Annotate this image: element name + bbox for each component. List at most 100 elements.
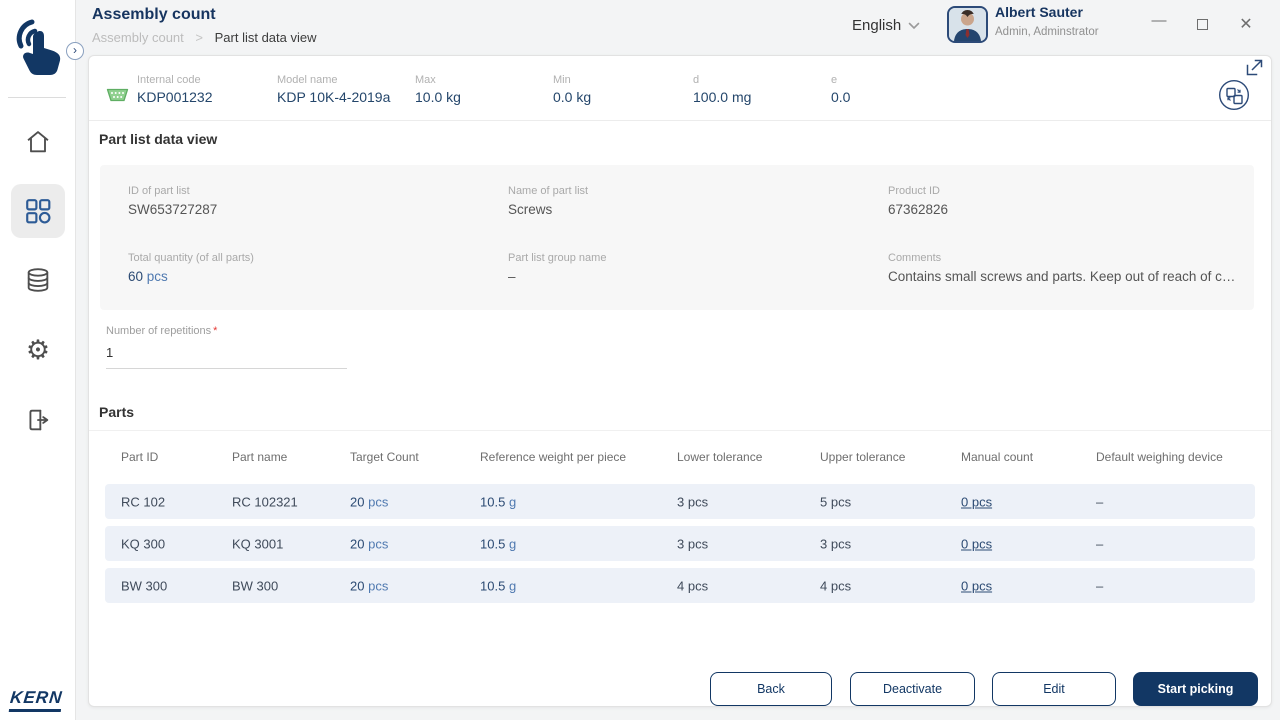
- field-name-of-part-list: Name of part list Screws: [508, 185, 588, 217]
- repetitions-input[interactable]: [106, 343, 347, 369]
- edit-button[interactable]: Edit: [992, 672, 1116, 706]
- parts-table-header: Part ID Part name Target Count Reference…: [105, 440, 1255, 474]
- start-picking-button[interactable]: Start picking: [1133, 672, 1258, 706]
- device-field-label: e: [831, 74, 838, 86]
- cell-part-id: RC 102: [121, 494, 166, 509]
- cell-upper-tolerance: 4 pcs: [820, 578, 852, 593]
- serial-port-connected-icon: [105, 88, 130, 103]
- page-title: Assembly count: [92, 6, 216, 23]
- cell-part-id: KQ 300: [121, 536, 166, 551]
- field-label: ID of part list: [128, 185, 190, 197]
- sidebar-expand-chevron-button[interactable]: ›: [66, 42, 84, 60]
- manual-count-link[interactable]: 0 pcs: [961, 578, 993, 593]
- column-header-target-count: Target Count: [350, 450, 419, 464]
- device-field-value: KDP001232: [137, 89, 213, 105]
- expand-fullscreen-icon[interactable]: [1246, 59, 1263, 76]
- cell-default-device: –: [1096, 578, 1104, 593]
- device-field-min: Min 0.0 kg: [553, 74, 591, 105]
- repetitions-label: Number of repetitions *: [106, 325, 218, 337]
- cell-part-id: BW 300: [121, 578, 168, 593]
- field-label: Part list group name: [508, 252, 607, 264]
- cell-reference-weight: 10.5 g: [480, 578, 517, 593]
- column-header-part-name: Part name: [232, 450, 288, 464]
- breadcrumb-separator-icon: >: [195, 30, 203, 45]
- manual-count-link[interactable]: 0 pcs: [961, 536, 993, 551]
- device-field-internal-code: Internal code KDP001232: [137, 74, 213, 105]
- cell-reference-weight: 10.5 g: [480, 494, 517, 509]
- cell-default-device: –: [1096, 536, 1104, 551]
- device-field-value: 100.0 mg: [693, 89, 752, 105]
- breadcrumb: Assembly count > Part list data view: [92, 30, 316, 45]
- cell-target-count: 20 pcs: [350, 536, 389, 551]
- column-header-default-weighing-device: Default weighing device: [1096, 450, 1223, 464]
- main-card: [88, 55, 1272, 707]
- apps-grid-icon: [24, 197, 52, 225]
- sidebar-item-home[interactable]: [11, 115, 65, 169]
- window-minimize-button[interactable]: —: [1151, 12, 1167, 29]
- device-bar-divider: [89, 120, 1271, 121]
- field-value: 60 pcs: [128, 269, 168, 284]
- cell-reference-weight: 10.5 g: [480, 536, 517, 551]
- table-row[interactable]: BW 300 BW 300 20 pcs 10.5 g 4 pcs 4 pcs …: [105, 568, 1255, 603]
- field-total-quantity: Total quantity (of all parts) 60 pcs: [128, 252, 254, 284]
- field-value: Screws: [508, 202, 553, 217]
- chevron-down-icon: [908, 22, 920, 30]
- device-swap-button[interactable]: [1218, 79, 1250, 111]
- column-header-manual-count: Manual count: [961, 450, 1034, 464]
- field-label: Name of part list: [508, 185, 589, 197]
- back-button[interactable]: Back: [710, 672, 832, 706]
- device-field-max: Max 10.0 kg: [415, 74, 461, 105]
- sidebar-item-assembly-count[interactable]: [11, 184, 65, 238]
- field-comments: Comments Contains small screws and parts…: [888, 252, 1235, 284]
- cell-part-name: KQ 3001: [232, 536, 284, 551]
- field-product-id: Product ID 67362826: [888, 185, 948, 217]
- device-field-label: Internal code: [137, 74, 201, 86]
- device-field-label: d: [693, 74, 700, 86]
- parts-divider: [89, 430, 1271, 431]
- sidebar-item-database[interactable]: [11, 253, 65, 307]
- field-label: Product ID: [888, 185, 940, 197]
- device-field-value: 0.0: [831, 89, 851, 105]
- manual-count-link[interactable]: 0 pcs: [961, 494, 993, 509]
- column-header-upper-tolerance: Upper tolerance: [820, 450, 906, 464]
- field-id-of-part-list: ID of part list SW653727287: [128, 185, 217, 217]
- device-field-d: d 100.0 mg: [693, 74, 751, 105]
- device-field-value: 0.0 kg: [553, 89, 592, 105]
- language-label: English: [852, 17, 902, 34]
- cell-upper-tolerance: 3 pcs: [820, 536, 852, 551]
- field-label: Total quantity (of all parts): [128, 252, 254, 264]
- deactivate-button[interactable]: Deactivate: [850, 672, 975, 706]
- cell-default-device: –: [1096, 494, 1104, 509]
- table-row[interactable]: RC 102 RC 102321 20 pcs 10.5 g 3 pcs 5 p…: [105, 484, 1255, 519]
- cell-target-count: 20 pcs: [350, 494, 389, 509]
- sidebar-item-logout[interactable]: [11, 393, 65, 447]
- device-field-e: e 0.0: [831, 74, 850, 105]
- user-name: Albert Sauter: [995, 4, 1083, 20]
- app-logo-touch-icon: [11, 12, 65, 78]
- section-title-parts: Parts: [99, 404, 135, 420]
- database-icon: [24, 266, 52, 294]
- language-selector[interactable]: English: [852, 17, 920, 34]
- field-value: –: [508, 269, 516, 284]
- sidebar-divider: [8, 97, 66, 98]
- sidebar-item-settings[interactable]: ⚙: [11, 323, 65, 377]
- kern-brand-logo: KERN: [8, 688, 63, 712]
- logout-icon: [24, 406, 52, 434]
- user-avatar[interactable]: [947, 6, 988, 43]
- column-header-lower-tolerance: Lower tolerance: [677, 450, 763, 464]
- table-row[interactable]: KQ 300 KQ 3001 20 pcs 10.5 g 3 pcs 3 pcs…: [105, 526, 1255, 561]
- breadcrumb-previous[interactable]: Assembly count: [92, 30, 184, 45]
- required-asterisk: *: [213, 325, 218, 337]
- cell-target-count: 20 pcs: [350, 578, 389, 593]
- cell-part-name: RC 102321: [232, 494, 298, 509]
- field-label: Comments: [888, 252, 942, 264]
- breadcrumb-current: Part list data view: [214, 30, 317, 45]
- sidebar: ›: [0, 0, 84, 720]
- home-icon: [24, 128, 52, 156]
- field-part-list-group-name: Part list group name –: [508, 252, 606, 284]
- window-maximize-button[interactable]: [1197, 19, 1208, 30]
- device-field-value: 10.0 kg: [415, 89, 461, 105]
- cell-lower-tolerance: 3 pcs: [677, 536, 709, 551]
- window-close-button[interactable]: ✕: [1239, 16, 1253, 33]
- cell-lower-tolerance: 4 pcs: [677, 578, 709, 593]
